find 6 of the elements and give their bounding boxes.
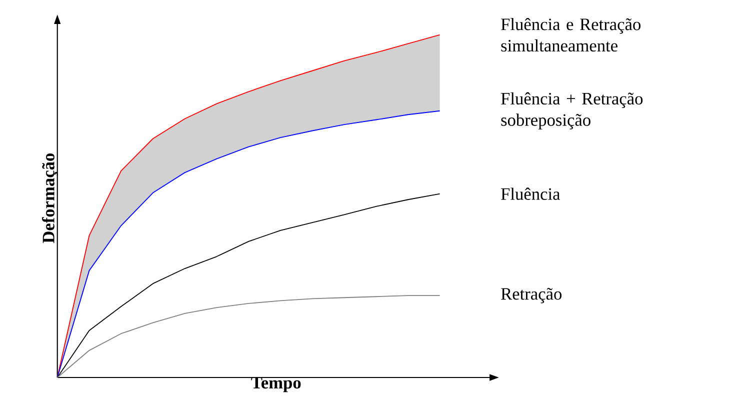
y-axis-title: Deformação [42,154,58,244]
text: Fluência e Retração simultaneamente [501,18,640,52]
x-axis-title: Tempo [251,377,301,392]
text: Fluência [501,188,560,200]
text: Fluência + Retração sobreposição [501,92,643,130]
text: Retração [501,288,562,304]
